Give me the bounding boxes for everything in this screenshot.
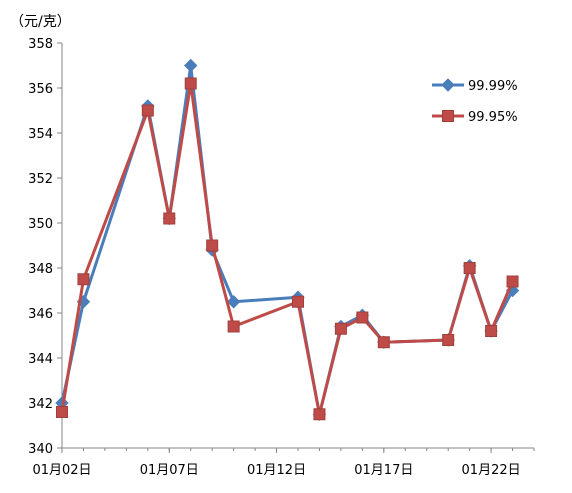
legend: 99.99% 99.95%	[432, 78, 518, 125]
data-point	[377, 336, 390, 349]
data-point	[313, 408, 326, 421]
x-tick-label: 01月02日	[32, 463, 91, 478]
data-point	[334, 322, 347, 335]
y-tick-label: 348	[28, 262, 53, 277]
data-point	[184, 58, 198, 73]
x-tick-label: 01月17日	[354, 463, 413, 478]
legend-label: 99.99%	[468, 79, 518, 94]
axes: 340 342 344 346 348 350 352 354 356 358 01月02日 01月0…	[28, 37, 535, 478]
y-tick-label: 342	[28, 397, 53, 412]
data-point	[77, 273, 90, 286]
y-tick-label: 356	[28, 82, 53, 97]
data-point	[485, 325, 498, 337]
data-point	[141, 104, 154, 117]
y-tick-label: 346	[28, 307, 53, 322]
legend-marker	[441, 78, 455, 92]
x-tick-label: 01月12日	[247, 463, 306, 478]
x-tick-label: 01月07日	[140, 463, 199, 478]
data-point	[226, 295, 241, 309]
data-point	[506, 275, 519, 288]
y-tick-label: 344	[28, 352, 53, 367]
data-point	[292, 295, 304, 308]
data-point	[442, 334, 455, 346]
series-layer	[55, 58, 520, 421]
series-red	[56, 77, 519, 421]
data-point	[163, 212, 176, 225]
x-tick-label: 01月22日	[462, 463, 521, 478]
y-tick-label: 352	[28, 172, 53, 187]
data-point	[184, 77, 197, 90]
data-point	[227, 320, 240, 333]
y-tick-label: 350	[28, 217, 53, 232]
y-unit-label: （元/克）	[10, 14, 71, 30]
data-point	[356, 311, 369, 324]
data-point	[206, 239, 219, 252]
data-point	[56, 406, 68, 418]
legend-label: 99.95%	[468, 110, 518, 125]
y-tick-label: 358	[28, 37, 53, 52]
data-point	[463, 262, 476, 274]
series-line	[60, 82, 514, 416]
y-tick-label: 354	[28, 127, 53, 142]
legend-marker	[442, 110, 454, 122]
y-tick-label: 340	[28, 442, 53, 457]
